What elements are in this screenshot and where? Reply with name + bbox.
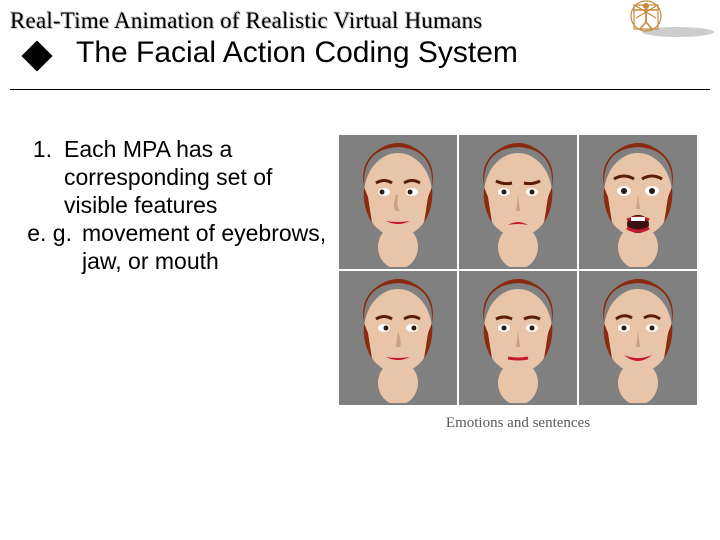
list-item: 1. Each MPA has a corresponding set of v… <box>24 135 334 219</box>
faces-grid <box>339 135 697 405</box>
list-item: e. g. movement of eyebrows, jaw, or mout… <box>24 219 334 275</box>
figure-caption: Emotions and sentences <box>334 415 702 432</box>
list-number: 1. <box>24 135 64 219</box>
eg-label: e. g. <box>24 219 82 275</box>
face-cell <box>339 271 457 405</box>
figure-column: Emotions and sentences <box>334 135 702 432</box>
face-cell <box>459 135 577 269</box>
eg-text: movement of eyebrows, jaw, or mouth <box>82 219 334 275</box>
list-item-text: Each MPA has a corresponding set of visi… <box>64 135 334 219</box>
main-heading-text: The Facial Action Coding System <box>76 36 518 70</box>
vitruvian-logo <box>618 0 718 38</box>
content-row: 1. Each MPA has a corresponding set of v… <box>0 90 720 432</box>
face-cell <box>339 135 457 269</box>
face-cell <box>459 271 577 405</box>
face-cell <box>579 135 697 269</box>
face-cell <box>579 271 697 405</box>
slide-header: Real-Time Animation of Realistic Virtual… <box>10 0 710 90</box>
main-heading-row: The Facial Action Coding System <box>26 36 518 70</box>
header-title: Real-Time Animation of Realistic Virtual… <box>10 8 482 34</box>
diamond-bullet-icon <box>21 40 52 71</box>
text-column: 1. Each MPA has a corresponding set of v… <box>24 135 334 432</box>
